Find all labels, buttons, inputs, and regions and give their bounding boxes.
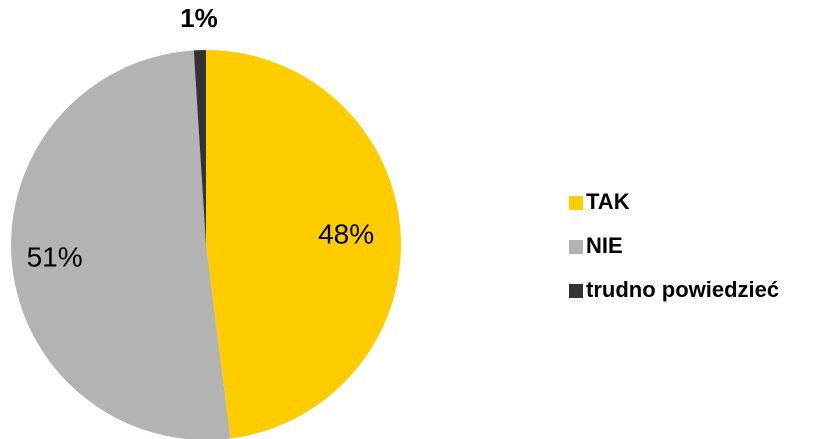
legend-swatch-trudno-powiedziec <box>569 284 583 298</box>
legend-swatch-tak <box>569 196 583 210</box>
data-label-tak: 48% <box>318 219 374 250</box>
pie-slice-nie <box>11 50 231 439</box>
legend-swatch-nie <box>569 240 583 254</box>
legend: TAK NIE trudno powiedzieć <box>569 189 779 302</box>
data-label-trudno-powiedziec: 1% <box>180 3 218 33</box>
pie-data-labels: 48% 51% 1% <box>27 3 375 273</box>
pie-slice-trudno-powiedziec <box>193 49 206 245</box>
legend-label-trudno-powiedziec: trudno powiedzieć <box>586 277 779 302</box>
legend-label-tak: TAK <box>586 189 630 214</box>
legend-label-nie: NIE <box>586 233 623 258</box>
pie-slices <box>11 49 401 439</box>
pie-slice-tak <box>206 50 401 439</box>
data-label-nie: 51% <box>27 242 83 273</box>
